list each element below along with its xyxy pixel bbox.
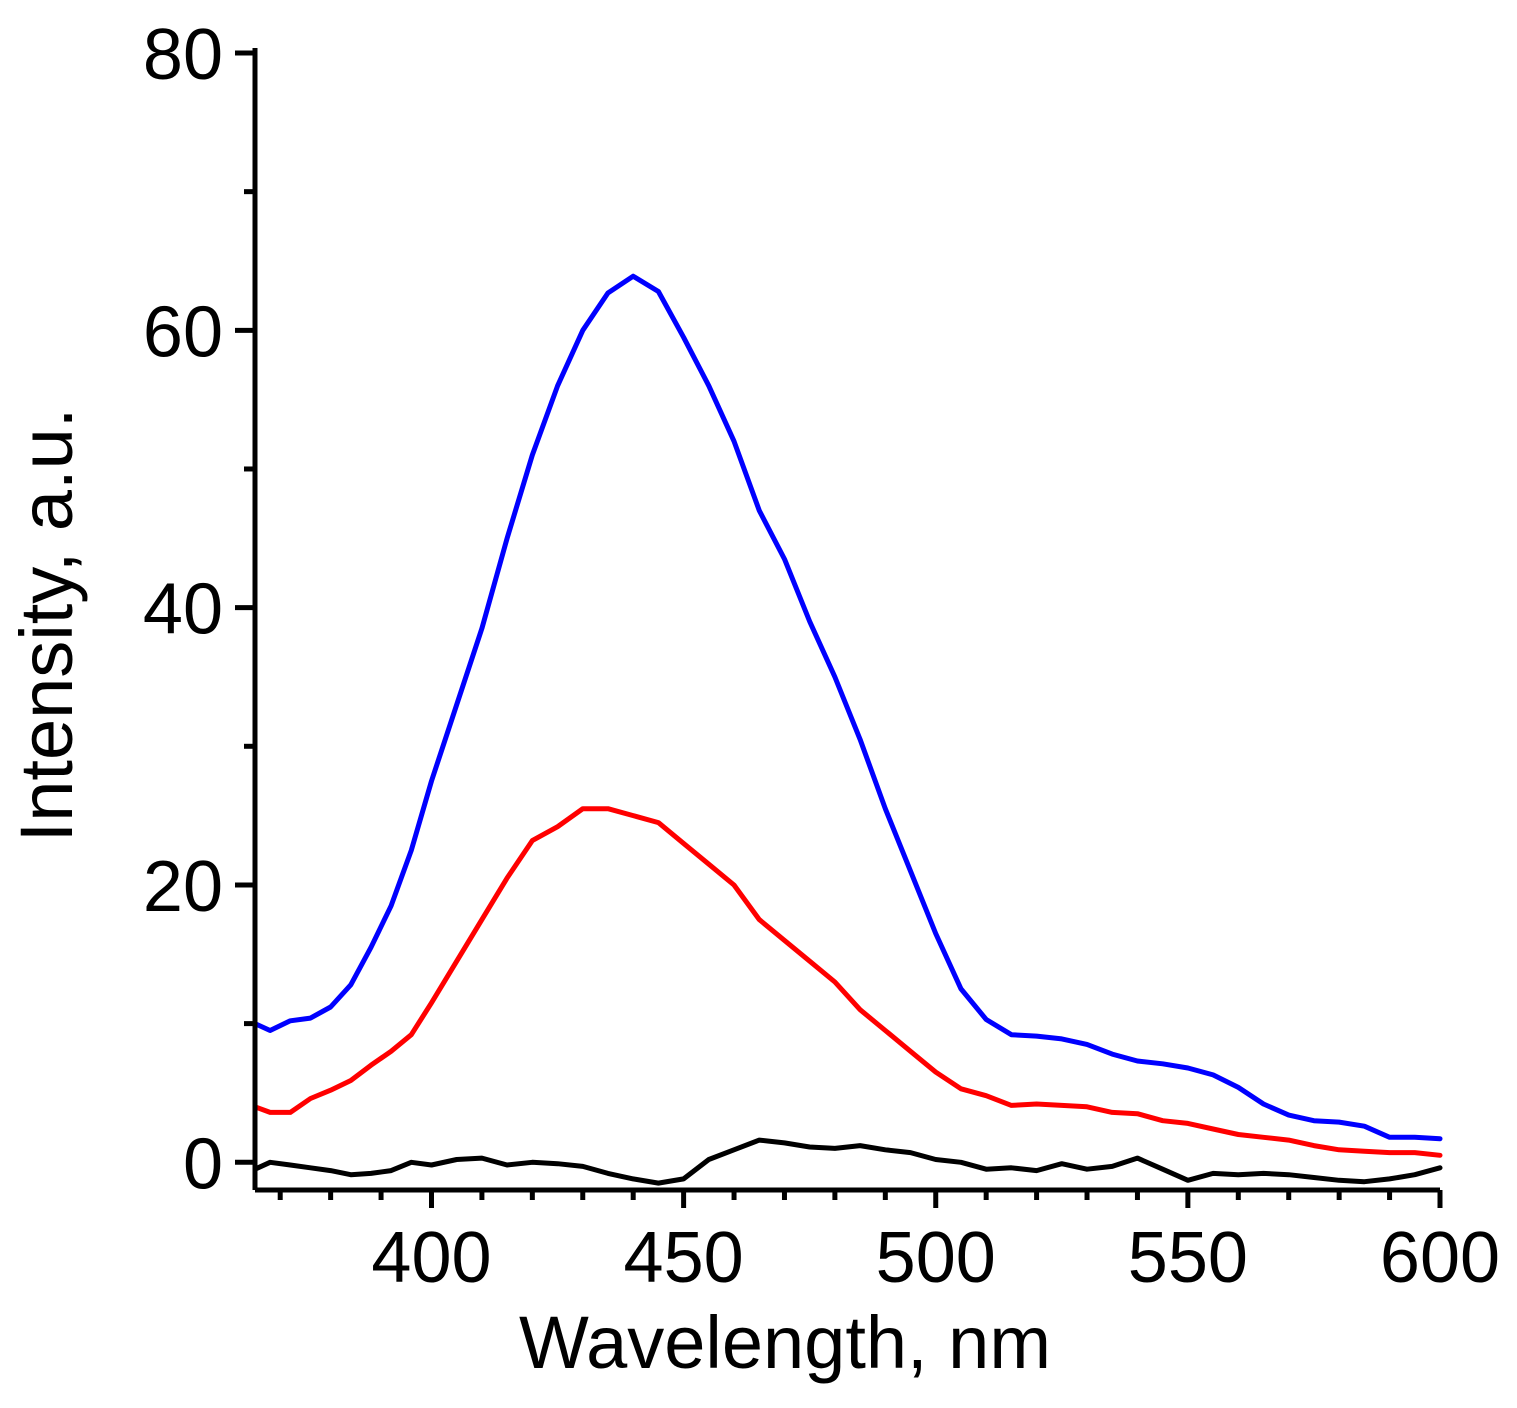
ticks-layer: 400 450 500 550 600 0 20 40 60 80 <box>143 15 1500 1298</box>
series-line-red <box>252 806 1443 1158</box>
y-axis-title: Intensity, a.u. <box>5 408 88 843</box>
x-tick-label-450: 450 <box>624 1218 744 1298</box>
x-tick-label-550: 550 <box>1128 1218 1248 1298</box>
y-tick-label-80: 80 <box>143 15 223 95</box>
y-tick-label-20: 20 <box>143 847 223 927</box>
x-axis-title: Wavelength, nm <box>519 1301 1051 1384</box>
x-tick-label-600: 600 <box>1380 1218 1500 1298</box>
axes-layer <box>252 48 1440 1193</box>
x-tick-label-400: 400 <box>371 1218 491 1298</box>
y-tick-label-40: 40 <box>143 570 223 650</box>
y-tick-label-60: 60 <box>143 292 223 372</box>
y-tick-label-0: 0 <box>183 1124 223 1204</box>
series-layer <box>252 273 1443 1186</box>
series-line-black <box>252 1137 1443 1186</box>
series-line-blue <box>252 273 1443 1142</box>
x-tick-label-500: 500 <box>876 1218 996 1298</box>
